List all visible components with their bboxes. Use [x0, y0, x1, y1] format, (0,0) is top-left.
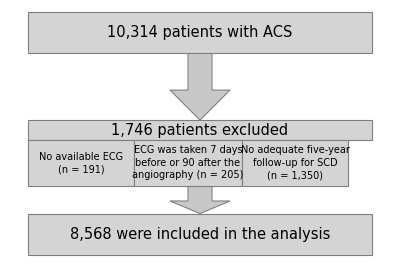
Polygon shape [170, 186, 230, 214]
Bar [242, 140, 348, 186]
Bar [134, 140, 242, 186]
Bar [28, 120, 372, 140]
Text: No available ECG
(n = 191): No available ECG (n = 191) [39, 152, 123, 174]
Text: 10,314 patients with ACS: 10,314 patients with ACS [107, 25, 293, 40]
Polygon shape [170, 53, 230, 120]
Text: 8,568 were included in the analysis: 8,568 were included in the analysis [70, 227, 330, 242]
Text: No adequate five-year
follow-up for SCD
(n = 1,350): No adequate five-year follow-up for SCD … [240, 146, 350, 180]
Text: 1,746 patients excluded: 1,746 patients excluded [112, 123, 288, 138]
Text: ECG was taken 7 days
before or 90 after the
angiography (n = 205): ECG was taken 7 days before or 90 after … [132, 146, 244, 180]
Bar [28, 140, 134, 186]
Bar [28, 214, 372, 255]
Bar [28, 12, 372, 53]
